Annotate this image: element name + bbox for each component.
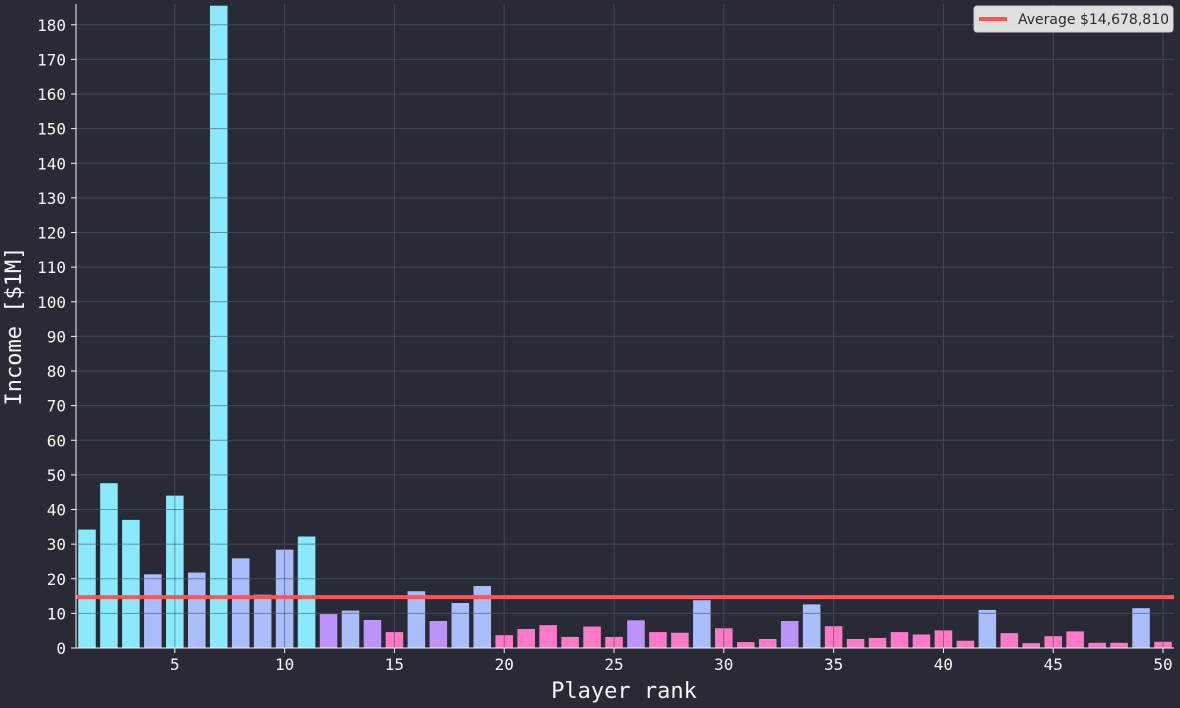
x-tick-label: 15	[385, 655, 404, 674]
bar-rank-38	[890, 632, 909, 648]
bar-rank-13	[341, 610, 360, 648]
y-tick-label: 70	[47, 397, 66, 416]
bar-rank-27	[649, 632, 667, 648]
bar-rank-47	[1088, 642, 1106, 648]
y-tick-label: 120	[37, 224, 66, 243]
bar-rank-9	[253, 594, 272, 648]
x-tick-label: 40	[934, 655, 953, 674]
bar-rank-48	[1110, 642, 1128, 648]
bar-rank-41	[956, 640, 975, 648]
y-tick-label: 150	[37, 120, 66, 139]
y-tick-label: 80	[47, 362, 66, 381]
bar-rank-18	[451, 602, 470, 648]
y-tick-label: 140	[37, 154, 66, 173]
bar-rank-50	[1154, 641, 1172, 648]
y-tick-label: 30	[47, 535, 66, 554]
x-tick-label: 5	[170, 655, 180, 674]
x-tick-label: 50	[1153, 655, 1172, 674]
bar-rank-49	[1132, 608, 1150, 648]
bar-rank-45	[1044, 636, 1063, 648]
y-tick-label: 60	[47, 431, 66, 450]
y-tick-label: 10	[47, 604, 66, 623]
x-tick-label: 30	[714, 655, 733, 674]
x-tick-label: 20	[495, 655, 514, 674]
y-tick-labels: 0 10 20 30 40 50 60 70 80 90 100 110 120 130 140 150 160…	[37, 16, 76, 658]
y-tick-label: 110	[37, 258, 66, 277]
bar-rank-1	[78, 529, 96, 648]
bar-rank-29	[693, 600, 711, 648]
bar-rank-25	[605, 636, 623, 648]
bar-rank-21	[517, 628, 535, 648]
bar-rank-3	[122, 519, 140, 648]
x-tick-labels: 5 10 15 20 25 30 35 40 45 50	[170, 648, 1173, 674]
x-axis-label: Player rank	[551, 679, 697, 704]
bar-rank-31	[736, 642, 755, 648]
bar-rank-33	[780, 620, 799, 648]
bar-rank-8	[231, 558, 250, 648]
y-tick-label: 20	[47, 570, 66, 589]
legend-label-average: Average $14,678,810	[1018, 12, 1169, 28]
x-tick-label: 35	[824, 655, 843, 674]
bar-rank-17	[429, 620, 448, 648]
bar-rank-40	[934, 630, 953, 648]
bar-rank-15	[385, 632, 404, 648]
bar-rank-2	[100, 483, 118, 648]
bars	[78, 5, 1172, 648]
bar-rank-46	[1066, 631, 1084, 648]
bar-rank-26	[627, 620, 645, 648]
bar-rank-30	[715, 628, 733, 648]
legend-box	[973, 5, 1174, 33]
legend: Average $14,678,810	[973, 5, 1174, 33]
bar-rank-39	[912, 634, 931, 648]
y-tick-label: 160	[37, 85, 66, 104]
bar-rank-36	[846, 638, 865, 648]
bar-rank-6	[187, 572, 206, 648]
bar-rank-35	[824, 626, 843, 648]
y-tick-label: 170	[37, 50, 66, 69]
bar-rank-14	[363, 619, 382, 648]
bar-rank-28	[671, 632, 689, 648]
bar-rank-5	[166, 495, 184, 648]
bar-rank-42	[978, 609, 997, 648]
bar-rank-11	[297, 536, 316, 648]
x-tick-label: 25	[604, 655, 623, 674]
y-tick-label: 100	[37, 293, 66, 312]
y-axis-label: Income [$1M]	[2, 247, 27, 406]
y-tick-label: 40	[47, 501, 66, 520]
bar-rank-24	[583, 626, 601, 648]
y-tick-label: 180	[37, 16, 66, 35]
bar-rank-22	[539, 625, 557, 648]
bar-rank-34	[802, 604, 821, 648]
bar-rank-43	[1000, 633, 1019, 648]
y-tick-label: 90	[47, 327, 66, 346]
bar-rank-37	[868, 637, 887, 648]
y-tick-label: 0	[56, 639, 66, 658]
bar-rank-12	[319, 614, 338, 648]
bar-rank-16	[407, 591, 426, 648]
x-tick-label: 45	[1044, 655, 1063, 674]
x-tick-label: 10	[275, 655, 294, 674]
bar-rank-20	[495, 635, 514, 648]
bar-rank-32	[758, 638, 777, 648]
bar-rank-23	[561, 636, 579, 648]
bar-rank-7	[209, 5, 228, 648]
y-tick-label: 50	[47, 466, 66, 485]
bar-rank-44	[1022, 643, 1041, 648]
bar-rank-4	[144, 574, 162, 648]
y-tick-label: 130	[37, 189, 66, 208]
bar-rank-19	[473, 586, 492, 648]
